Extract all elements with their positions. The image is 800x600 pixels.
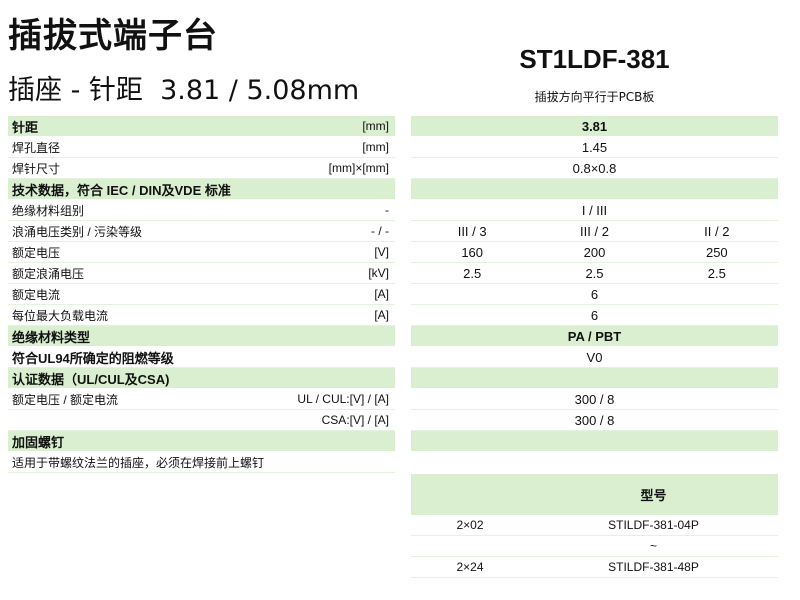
spec-value: 300 / 8 xyxy=(574,412,615,428)
spec-label: 额定电压 xyxy=(12,245,61,260)
model-part-number: STILDF-381-04P xyxy=(608,518,699,532)
spec-row: 焊孔直径 [mm] xyxy=(8,137,395,158)
spec-value: 0.8×0.8 xyxy=(572,160,617,176)
spec-row: 绝缘材料类型 xyxy=(8,326,395,347)
spec-value-row xyxy=(411,368,778,389)
spec-value-row: 2.5 2.5 2.5 xyxy=(411,263,778,284)
spec-value: 6 xyxy=(590,307,599,323)
spec-label: 适用于带螺纹法兰的插座，必须在焊接前上螺钉 xyxy=(12,455,265,470)
spec-value-row xyxy=(411,179,778,200)
model-part-number: STILDF-381-48P xyxy=(608,560,699,574)
spec-row: 绝缘材料组别 - xyxy=(8,200,395,221)
spec-label: 额定浪涌电压 xyxy=(12,266,85,281)
spec-label: 绝缘材料组别 xyxy=(12,203,85,218)
spec-value: 2.5 xyxy=(707,265,726,281)
spec-row: 加固螺钉 xyxy=(8,431,395,452)
spec-values-table: 3.81 1.45 0.8×0.8 I / III III / 3 III / 2 II /… xyxy=(411,116,778,452)
spec-row: 技术数据，符合 IEC / DIN及VDE 标准 xyxy=(8,179,395,200)
spec-unit: [mm]×[mm] xyxy=(328,161,389,175)
spec-value: 250 xyxy=(705,244,728,260)
spec-unit: [mm] xyxy=(362,119,389,133)
model-row: ~ xyxy=(411,536,778,557)
spec-value: 1.45 xyxy=(581,139,608,155)
spec-unit: [kV] xyxy=(368,266,389,280)
spec-value: II / 2 xyxy=(704,223,730,239)
spec-value-row: 1.45 xyxy=(411,137,778,158)
spec-value-row xyxy=(411,431,778,452)
spec-value-row: 300 / 8 xyxy=(411,389,778,410)
spec-label: 焊孔直径 xyxy=(12,140,61,155)
model-table: 型号 2×02 STILDF-381-04P ~2×24 STILDF-381-48P xyxy=(411,474,778,578)
spec-unit: [mm] xyxy=(362,140,389,154)
spec-row: 额定电流 [A] xyxy=(8,284,395,305)
spec-label: 认证数据（UL/CUL及CSA) xyxy=(12,371,170,387)
spec-value: 2.5 xyxy=(463,265,482,281)
spec-unit: UL / CUL:[V] / [A] xyxy=(297,392,389,406)
spec-unit: CSA:[V] / [A] xyxy=(321,413,389,427)
model-note: 插拔方向平行于PCB板 xyxy=(534,90,655,104)
spec-value-row: 3.81 xyxy=(411,116,778,137)
spec-value-row: 300 / 8 xyxy=(411,410,778,431)
spec-label: 焊针尺寸 xyxy=(12,161,61,176)
spec-value: V0 xyxy=(586,349,603,365)
page-subtitle: 插座 - 针距 3.81 / 5.08mm xyxy=(8,75,360,106)
spec-row: 每位最大负载电流 [A] xyxy=(8,305,395,326)
spec-value-row: 6 xyxy=(411,284,778,305)
spec-row: 适用于带螺纹法兰的插座，必须在焊接前上螺钉 xyxy=(8,452,395,473)
page-title: 插拔式端子台 xyxy=(8,16,218,56)
spec-label: 浪涌电压类别 / 污染等级 xyxy=(12,224,143,239)
spec-label: 符合UL94所确定的阻燃等级 xyxy=(12,350,174,366)
model-table-header: 型号 xyxy=(411,474,778,515)
spec-labels-table: 针距 [mm] 焊孔直径 [mm] 焊针尺寸 [mm]×[mm] 技术数据，符合 IEC /… xyxy=(8,116,395,473)
spec-unit: - xyxy=(385,203,389,217)
spec-value: 160 xyxy=(461,244,484,260)
model-poles: 2×02 xyxy=(456,518,484,532)
model-part-number: ~ xyxy=(649,539,657,553)
spec-value: 3.81 xyxy=(581,118,608,134)
spec-row: 符合UL94所确定的阻燃等级 xyxy=(8,347,395,368)
spec-unit: [A] xyxy=(374,287,389,301)
spec-row: 针距 [mm] xyxy=(8,116,395,137)
spec-row: 额定电压 / 额定电流 UL / CUL:[V] / [A] xyxy=(8,389,395,410)
spec-label: 加固螺钉 xyxy=(12,434,65,450)
spec-label: 技术数据，符合 IEC / DIN及VDE 标准 xyxy=(12,182,231,198)
spec-label: 每位最大负载电流 xyxy=(12,308,109,323)
spec-value-row: 6 xyxy=(411,305,778,326)
spec-label: 额定电压 / 额定电流 xyxy=(12,392,119,407)
spec-unit: [A] xyxy=(374,308,389,322)
spec-value: III / 2 xyxy=(580,223,609,239)
spec-row: CSA:[V] / [A] xyxy=(8,410,395,431)
spec-row: 额定电压 [V] xyxy=(8,242,395,263)
spec-row: 浪涌电压类别 / 污染等级 - / - xyxy=(8,221,395,242)
spec-value-row: I / III xyxy=(411,200,778,221)
spec-label: 绝缘材料类型 xyxy=(12,329,91,345)
spec-value-row: III / 3 III / 2 II / 2 xyxy=(411,221,778,242)
spec-value: 300 / 8 xyxy=(574,391,615,407)
spec-unit: - / - xyxy=(371,224,389,238)
model-name: ST1LDF-381 xyxy=(519,44,670,74)
spec-value: 6 xyxy=(590,286,599,302)
spec-row: 焊针尺寸 [mm]×[mm] xyxy=(8,158,395,179)
spec-value: 2.5 xyxy=(585,265,604,281)
spec-value-row: PA / PBT xyxy=(411,326,778,347)
model-row: 2×24 STILDF-381-48P xyxy=(411,557,778,578)
spec-value-row: V0 xyxy=(411,347,778,368)
spec-row: 额定浪涌电压 [kV] xyxy=(8,263,395,284)
header-model: 型号 xyxy=(640,489,667,504)
spec-value: 200 xyxy=(583,244,606,260)
spec-value: I / III xyxy=(581,202,608,218)
spec-value-row: 0.8×0.8 xyxy=(411,158,778,179)
spec-row: 认证数据（UL/CUL及CSA) xyxy=(8,368,395,389)
spec-value-row: 160 200 250 xyxy=(411,242,778,263)
spec-unit: [V] xyxy=(374,245,389,259)
spec-label: 额定电流 xyxy=(12,287,61,302)
model-poles: 2×24 xyxy=(456,560,484,574)
spec-value: III / 3 xyxy=(457,223,487,239)
model-row: 2×02 STILDF-381-04P xyxy=(411,515,778,536)
spec-value: PA / PBT xyxy=(567,328,622,344)
spec-label: 针距 xyxy=(12,119,39,135)
